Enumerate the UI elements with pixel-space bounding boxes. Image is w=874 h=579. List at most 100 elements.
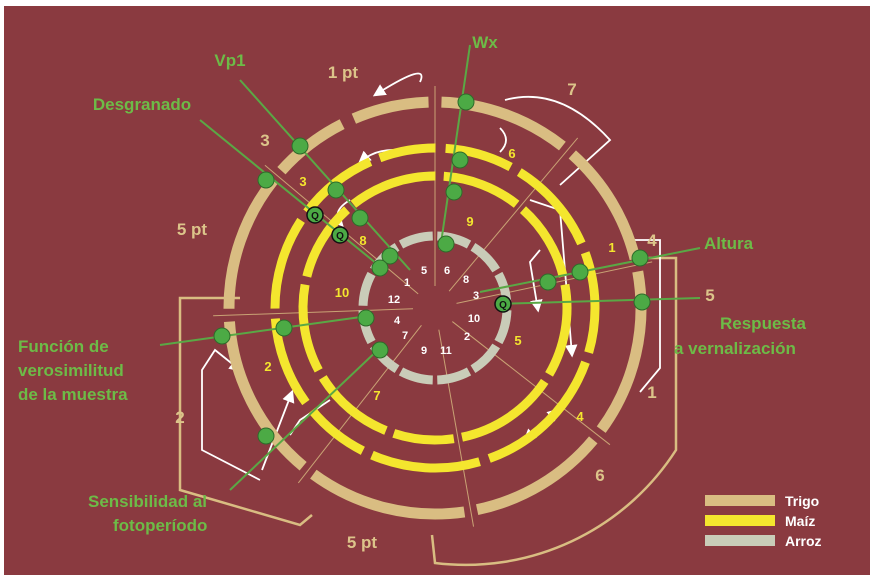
trait-connectors xyxy=(159,44,701,491)
qtl-marker-dot xyxy=(371,341,389,359)
maiz-ring-segment-inner xyxy=(350,171,436,208)
q-marker-label: Q xyxy=(499,300,507,311)
connector-desgranado xyxy=(199,119,383,269)
trigo-chromosome-labels: 1 pt 7 3 5 pt 4 5 1 6 2 5 pt xyxy=(175,63,714,552)
arroz-label: 11 xyxy=(440,345,452,357)
legend-swatch-trigo xyxy=(705,495,775,506)
arroz-label: 8 xyxy=(463,274,469,286)
maiz-ring-segment-inner xyxy=(392,429,455,445)
qtl-marker-dot xyxy=(631,249,649,267)
arroz-ring-segment xyxy=(398,367,434,385)
qtl-marker-dot xyxy=(351,209,369,227)
maiz-ring-segment-inner xyxy=(545,283,572,377)
q-marker-label: Q xyxy=(336,231,344,242)
label-respuesta-1: Respuesta xyxy=(720,314,807,333)
trigo-ring-segment xyxy=(223,177,278,309)
arroz-ring-segment xyxy=(470,343,501,374)
maiz-ring-segment-outer xyxy=(487,360,590,463)
trigo-label: 7 xyxy=(567,80,576,99)
trigo-label: 5 pt xyxy=(177,220,208,239)
maiz-ring-segment-inner xyxy=(461,378,549,442)
qtl-marker-dot xyxy=(571,263,589,281)
arroz-ring-segment xyxy=(358,271,376,307)
trigo-label: 5 pt xyxy=(347,533,378,552)
bracket-right xyxy=(430,256,678,567)
trigo-ring-segment xyxy=(596,270,647,433)
label-desgranado: Desgranado xyxy=(93,95,191,114)
connector-altura xyxy=(479,247,701,293)
qtl-marker-dot xyxy=(539,273,557,291)
legend-swatch-maiz xyxy=(705,515,775,526)
maiz-ring-segment-inner xyxy=(298,283,323,373)
maiz-label: 10 xyxy=(335,285,349,300)
q-marker xyxy=(306,206,324,224)
connector-respuesta xyxy=(494,297,701,305)
background-panel xyxy=(4,6,870,575)
maiz-label: 6 xyxy=(508,146,515,161)
trait-labels: Wx Vp1 Desgranado Altura Respuesta a ver… xyxy=(18,33,807,535)
arroz-label: 6 xyxy=(444,265,450,277)
qtl-marker-dot xyxy=(371,259,389,277)
label-altura: Altura xyxy=(704,234,754,253)
label-sensibilidad-2: fotoperíodo xyxy=(113,516,207,535)
bracket-left-inner xyxy=(201,348,261,481)
trigo-ring-segment xyxy=(568,150,641,261)
arrow-right-arroz xyxy=(529,249,543,313)
maiz-ring-segment-inner xyxy=(318,375,388,435)
trigo-label: 2 xyxy=(175,408,184,427)
connector-vp1 xyxy=(239,79,411,271)
qtl-marker-dot xyxy=(257,427,275,445)
label-respuesta-2: a vernalización xyxy=(674,339,796,358)
radial-divider-line xyxy=(448,137,579,292)
qtl-marker-dot xyxy=(437,235,455,253)
arroz-label: 3 xyxy=(473,290,479,302)
qtl-marker-dot xyxy=(291,137,309,155)
trigo-ring-segment xyxy=(351,96,429,124)
qtl-marker-dot xyxy=(451,151,469,169)
q-marker xyxy=(331,226,349,244)
connector-wx xyxy=(439,44,471,251)
radial-divider-line xyxy=(438,329,475,527)
qtl-marker-dot xyxy=(275,319,293,337)
maiz-label: 2 xyxy=(264,359,271,374)
maiz-chromosome-labels: 6 3 8 9 10 1 5 4 2 7 xyxy=(264,146,615,424)
maiz-ring-segment-outer xyxy=(270,217,305,309)
arroz-ring-segment xyxy=(436,367,472,385)
q-marker xyxy=(494,295,512,313)
trigo-ring-segment xyxy=(441,96,566,151)
connector-sensibilidad xyxy=(229,345,383,491)
maiz-ring-segment-outer xyxy=(370,450,481,473)
bracket-right-inner xyxy=(628,239,661,393)
arroz-ring-segment xyxy=(470,242,501,273)
bracket-top-maiz xyxy=(499,127,507,153)
maiz-label: 5 xyxy=(514,333,521,348)
q-marker-label: Q xyxy=(311,211,319,222)
qtl-marker-dot xyxy=(633,293,651,311)
legend-label-trigo: Trigo xyxy=(785,493,819,509)
qtl-markers xyxy=(213,93,651,445)
arroz-label: 1 xyxy=(404,277,410,289)
maiz-ring-segment-outer xyxy=(580,251,600,354)
maiz-ring-segment-outer xyxy=(378,143,436,163)
maiz-ring-segment-outer xyxy=(516,168,586,246)
maiz-label: 3 xyxy=(299,174,306,189)
label-wx: Wx xyxy=(472,33,498,52)
legend-swatch-arroz xyxy=(705,535,775,546)
arroz-label: 12 xyxy=(388,294,400,306)
qtl-marker-dot xyxy=(457,93,475,111)
qtl-marker-dot xyxy=(213,327,231,345)
trigo-label: 6 xyxy=(595,466,604,485)
arroz-ring-segment xyxy=(436,231,472,249)
qtl-marker-dot xyxy=(257,171,275,189)
trigo-ring-segment xyxy=(223,321,307,471)
maiz-label: 4 xyxy=(576,409,584,424)
label-funcion-1: Función de xyxy=(18,337,109,356)
arroz-label: 4 xyxy=(394,315,401,327)
label-vp1: Vp1 xyxy=(214,51,245,70)
trigo-label: 1 xyxy=(647,383,656,402)
arrow-1pt xyxy=(372,72,423,97)
arrow-left-lower xyxy=(261,389,295,471)
maiz-ring-segment-outer xyxy=(445,143,513,171)
qtl-marker-dot xyxy=(445,183,463,201)
